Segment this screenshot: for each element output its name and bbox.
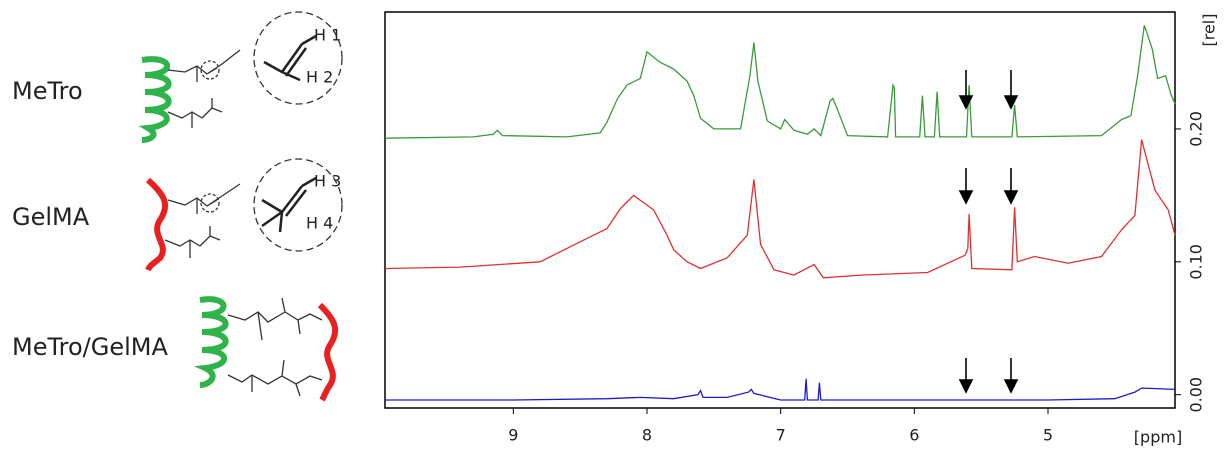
proton-label: H 1 bbox=[314, 26, 341, 45]
chain bbox=[317, 302, 339, 402]
sample-label: MeTro bbox=[12, 77, 83, 105]
spectrum-line bbox=[385, 378, 1176, 401]
bond bbox=[167, 49, 241, 82]
plot-frame bbox=[384, 11, 1176, 409]
bond bbox=[164, 226, 221, 258]
circle bbox=[200, 193, 220, 213]
double-bond bbox=[261, 176, 317, 233]
y-tick-label: 0.10 bbox=[1187, 244, 1206, 280]
proton-label: H 3 bbox=[314, 172, 341, 191]
spectrum-line bbox=[384, 139, 1176, 279]
x-tick-label: 7 bbox=[776, 426, 786, 445]
arrows bbox=[958, 70, 1019, 394]
x-axis-label: [ppm] bbox=[1134, 428, 1182, 447]
helix bbox=[194, 296, 229, 388]
plot: 9 8 7 6 5 0.00 0.10 0.20 bbox=[384, 25, 1206, 445]
chain bbox=[145, 177, 169, 272]
gelma-structure bbox=[145, 158, 343, 272]
sample-label: MeTro/GelMA bbox=[12, 333, 168, 361]
y-tick-label: 0.20 bbox=[1187, 111, 1206, 147]
bond bbox=[167, 98, 223, 128]
x-tick-label: 6 bbox=[909, 426, 919, 445]
x-tick-label: 5 bbox=[1043, 426, 1053, 445]
helix bbox=[138, 56, 172, 143]
zoom-ellipse bbox=[253, 11, 343, 105]
metro-gelma-structure bbox=[194, 296, 339, 402]
proton-label: H 4 bbox=[306, 214, 333, 233]
bond bbox=[227, 359, 323, 397]
zoom-ellipse bbox=[253, 158, 343, 252]
double-bond bbox=[263, 34, 317, 82]
proton-label: H 2 bbox=[306, 68, 333, 87]
bond bbox=[167, 183, 241, 214]
y-axis-label: [rel] bbox=[1200, 14, 1219, 47]
sample-label: GelMA bbox=[12, 203, 90, 231]
y-tick-label: 0.00 bbox=[1187, 377, 1206, 413]
bond bbox=[227, 297, 323, 341]
spectrum-line bbox=[384, 25, 1176, 139]
circle bbox=[200, 60, 220, 80]
x-tick-label: 9 bbox=[508, 426, 518, 445]
metro-structure bbox=[138, 11, 343, 143]
x-tick-label: 8 bbox=[642, 426, 652, 445]
